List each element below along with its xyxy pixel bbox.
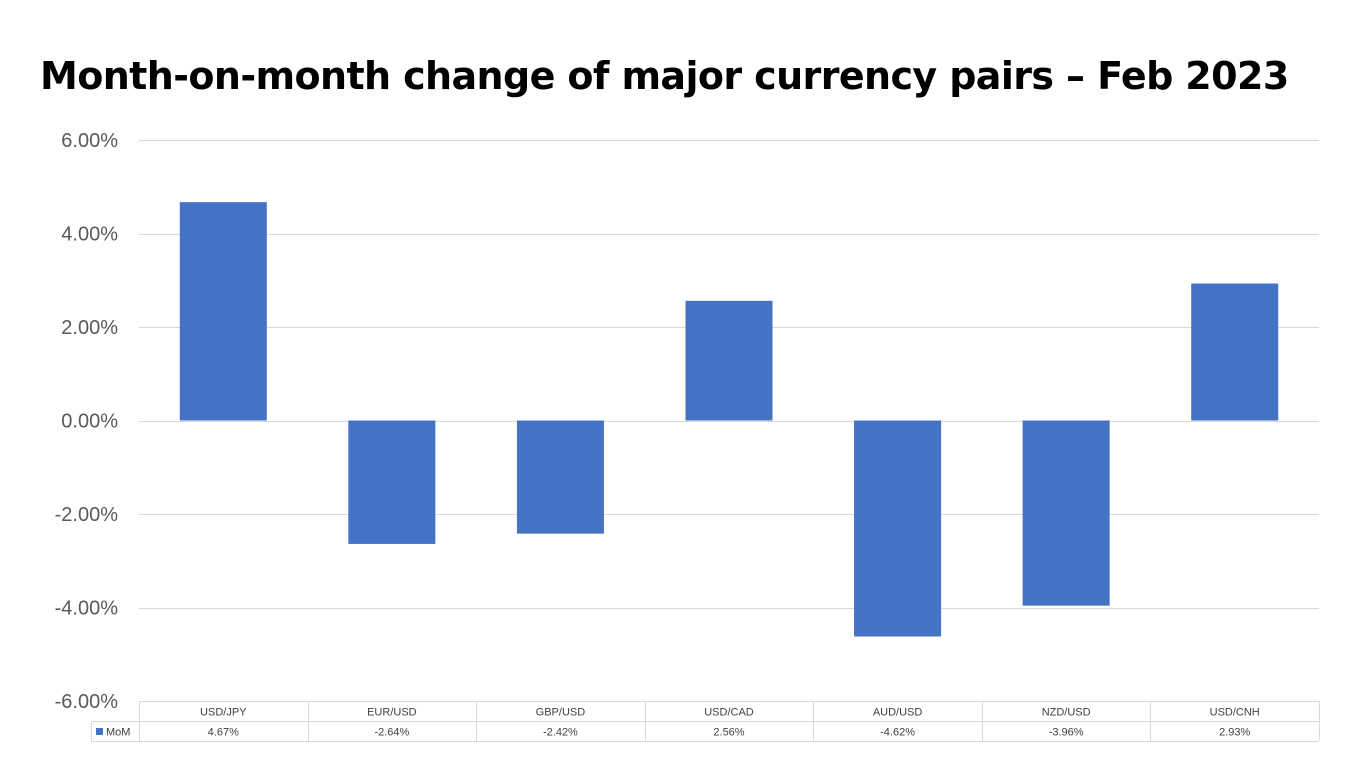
y-axis-tick-labels: 6.00% 4.00% 2.00% 0.00% -2.00% -4.00% -6.00%	[55, 130, 119, 713]
data-value-label: -2.42%	[543, 727, 578, 739]
bar	[516, 420, 604, 534]
data-table: USD/JPY EUR/USD GBP/USD USD/CAD AUD/USD NZD/U…	[91, 701, 1320, 742]
chart-title: Month-on-month change of major currency …	[40, 54, 1289, 98]
category-label: EUR/USD	[367, 707, 417, 719]
data-value-label: 2.56%	[713, 727, 744, 739]
data-value-label: 2.93%	[1219, 727, 1250, 739]
bar	[854, 420, 942, 637]
y-tick-label: 4.00%	[61, 224, 118, 246]
data-value-label: 4.67%	[208, 727, 239, 739]
bar	[1191, 283, 1279, 421]
bar	[685, 300, 773, 421]
category-label: NZD/USD	[1042, 707, 1091, 719]
bar	[1022, 420, 1110, 606]
legend-label: MoM	[106, 727, 130, 739]
y-tick-label: 0.00%	[61, 411, 118, 433]
data-value-label: -4.62%	[880, 727, 915, 739]
y-tick-label: -6.00%	[55, 691, 119, 713]
bars	[179, 202, 1279, 637]
data-value-label: -2.64%	[374, 727, 409, 739]
bar	[348, 420, 436, 544]
bar	[179, 202, 267, 421]
category-label: USD/CNH	[1210, 707, 1260, 719]
category-label: GBP/USD	[536, 707, 586, 719]
y-tick-label: 6.00%	[61, 130, 118, 152]
y-tick-label: -4.00%	[55, 598, 119, 620]
y-tick-label: -2.00%	[55, 504, 119, 526]
category-label: USD/CAD	[704, 707, 754, 719]
legend-key	[96, 728, 103, 735]
y-tick-label: 2.00%	[61, 317, 118, 339]
category-label: AUD/USD	[873, 707, 923, 719]
category-label: USD/JPY	[200, 707, 247, 719]
data-value-label: -3.96%	[1049, 727, 1084, 739]
